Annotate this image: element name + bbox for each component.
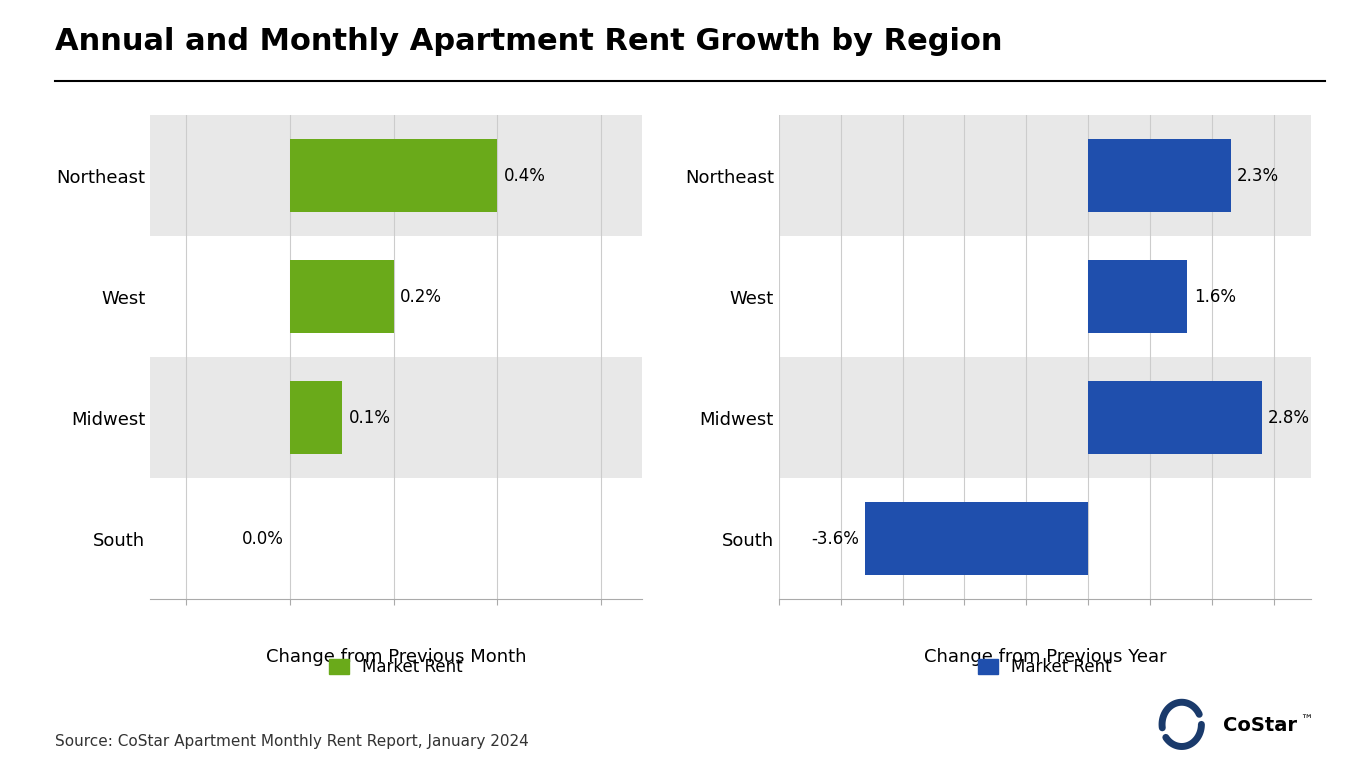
Bar <box>290 140 497 212</box>
Text: Source: CoStar Apartment Monthly Rent Report, January 2024: Source: CoStar Apartment Monthly Rent Re… <box>55 733 529 749</box>
Text: 2.3%: 2.3% <box>1238 167 1279 184</box>
Text: ™: ™ <box>1300 714 1313 727</box>
Bar <box>150 357 642 478</box>
Bar <box>290 382 342 454</box>
Bar <box>779 478 1311 599</box>
Bar <box>1089 382 1262 454</box>
Bar <box>865 502 1089 574</box>
Legend: Market Rent: Market Rent <box>971 651 1119 683</box>
Bar <box>290 260 393 333</box>
Text: 0.2%: 0.2% <box>400 288 443 306</box>
Bar <box>150 115 642 237</box>
Bar <box>779 357 1311 478</box>
X-axis label: Change from Previous Month: Change from Previous Month <box>266 648 526 667</box>
Bar <box>779 237 1311 357</box>
Text: Annual and Monthly Apartment Rent Growth by Region: Annual and Monthly Apartment Rent Growth… <box>55 27 1003 56</box>
Bar <box>779 115 1311 237</box>
Bar <box>1089 140 1231 212</box>
Bar <box>150 237 642 357</box>
Text: 0.4%: 0.4% <box>504 167 545 184</box>
Legend: Market Rent: Market Rent <box>322 651 470 683</box>
Text: 0.0%: 0.0% <box>242 530 283 548</box>
Text: -3.6%: -3.6% <box>811 530 859 548</box>
Text: 0.1%: 0.1% <box>348 409 391 426</box>
Text: 2.8%: 2.8% <box>1268 409 1310 426</box>
Bar <box>1089 260 1187 333</box>
X-axis label: Change from Previous Year: Change from Previous Year <box>923 648 1167 667</box>
Text: 1.6%: 1.6% <box>1194 288 1236 306</box>
Text: CoStar: CoStar <box>1223 717 1296 735</box>
Bar <box>150 478 642 599</box>
